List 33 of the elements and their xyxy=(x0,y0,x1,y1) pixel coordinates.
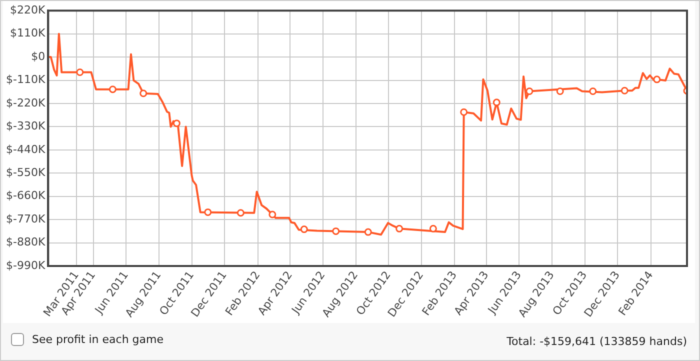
y-tick-label: $-330K xyxy=(6,120,46,133)
point xyxy=(140,90,148,98)
point xyxy=(396,224,404,232)
y-tick-label: $-220K xyxy=(6,96,46,110)
point xyxy=(620,86,628,94)
point xyxy=(429,224,437,232)
y-tick-label: $-770K xyxy=(6,212,46,226)
point xyxy=(332,227,340,235)
y-tick-label: $-660K xyxy=(6,189,46,202)
point xyxy=(236,209,244,217)
point xyxy=(204,208,212,216)
y-tick-label: $-440K xyxy=(6,142,46,156)
y-tick-label: $110K xyxy=(10,26,46,40)
y-tick-label: $0 xyxy=(31,50,46,63)
point xyxy=(492,98,500,106)
point xyxy=(172,120,180,128)
point xyxy=(268,210,276,218)
point xyxy=(460,108,468,116)
text: Total: -$159,641 (133859 hands) xyxy=(506,335,687,348)
point xyxy=(76,68,84,76)
y-tick-label: $220K xyxy=(10,3,46,16)
y-tick-label: $-990K xyxy=(6,258,46,272)
point xyxy=(300,226,308,234)
point xyxy=(526,87,534,95)
text: See profit in each game xyxy=(32,333,164,346)
point xyxy=(556,87,564,95)
y-tick-label: $-110K xyxy=(6,73,46,86)
point xyxy=(364,228,372,236)
y-tick-label: $-880K xyxy=(6,236,46,249)
point xyxy=(108,86,116,94)
point xyxy=(589,87,597,95)
point xyxy=(653,76,661,84)
y-tick-label: $-550K xyxy=(6,166,46,180)
